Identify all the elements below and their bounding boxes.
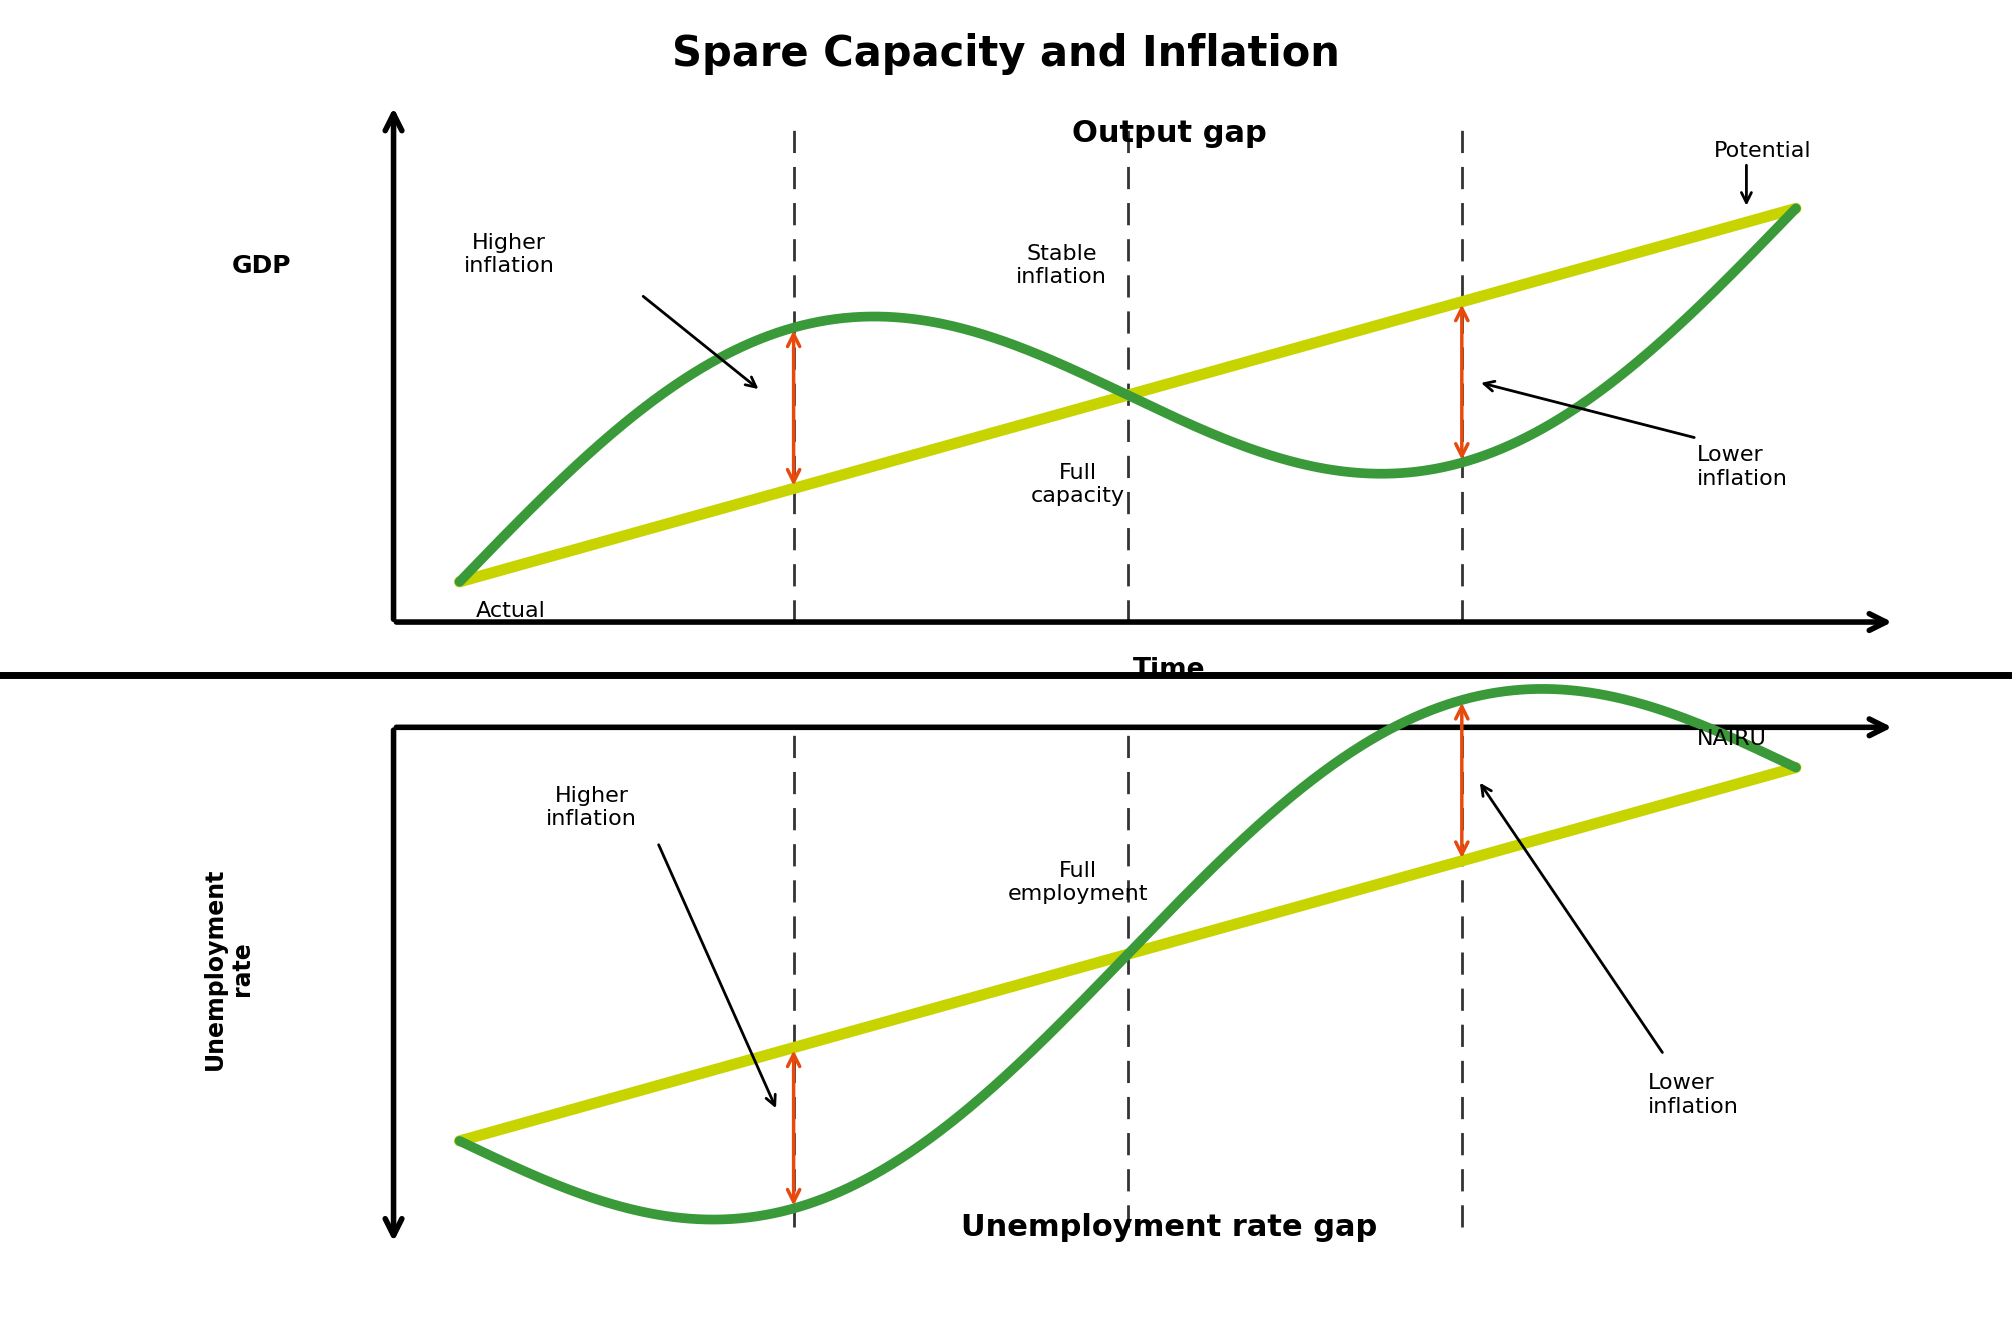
- Text: Higher
inflation: Higher inflation: [545, 786, 638, 830]
- Text: Stable
inflation: Stable inflation: [1016, 244, 1107, 287]
- Text: Full
capacity: Full capacity: [1032, 462, 1125, 506]
- Text: Higher
inflation: Higher inflation: [463, 232, 555, 277]
- Text: Spare Capacity and Inflation: Spare Capacity and Inflation: [672, 33, 1340, 75]
- Text: Actual: Actual: [477, 601, 545, 620]
- Text: Unemployment rate gap: Unemployment rate gap: [962, 1213, 1376, 1241]
- Text: Lower
inflation: Lower inflation: [1696, 445, 1789, 489]
- Text: Full
employment: Full employment: [1008, 860, 1149, 904]
- Text: Time: Time: [1133, 657, 1205, 683]
- Text: Output gap: Output gap: [1072, 119, 1266, 148]
- Text: GDP: GDP: [231, 254, 292, 278]
- Text: Lower
inflation: Lower inflation: [1648, 1073, 1738, 1117]
- Text: Unemployment
rate: Unemployment rate: [203, 867, 254, 1070]
- Text: Potential: Potential: [1714, 142, 1811, 160]
- Text: NAIRU: NAIRU: [1696, 729, 1767, 748]
